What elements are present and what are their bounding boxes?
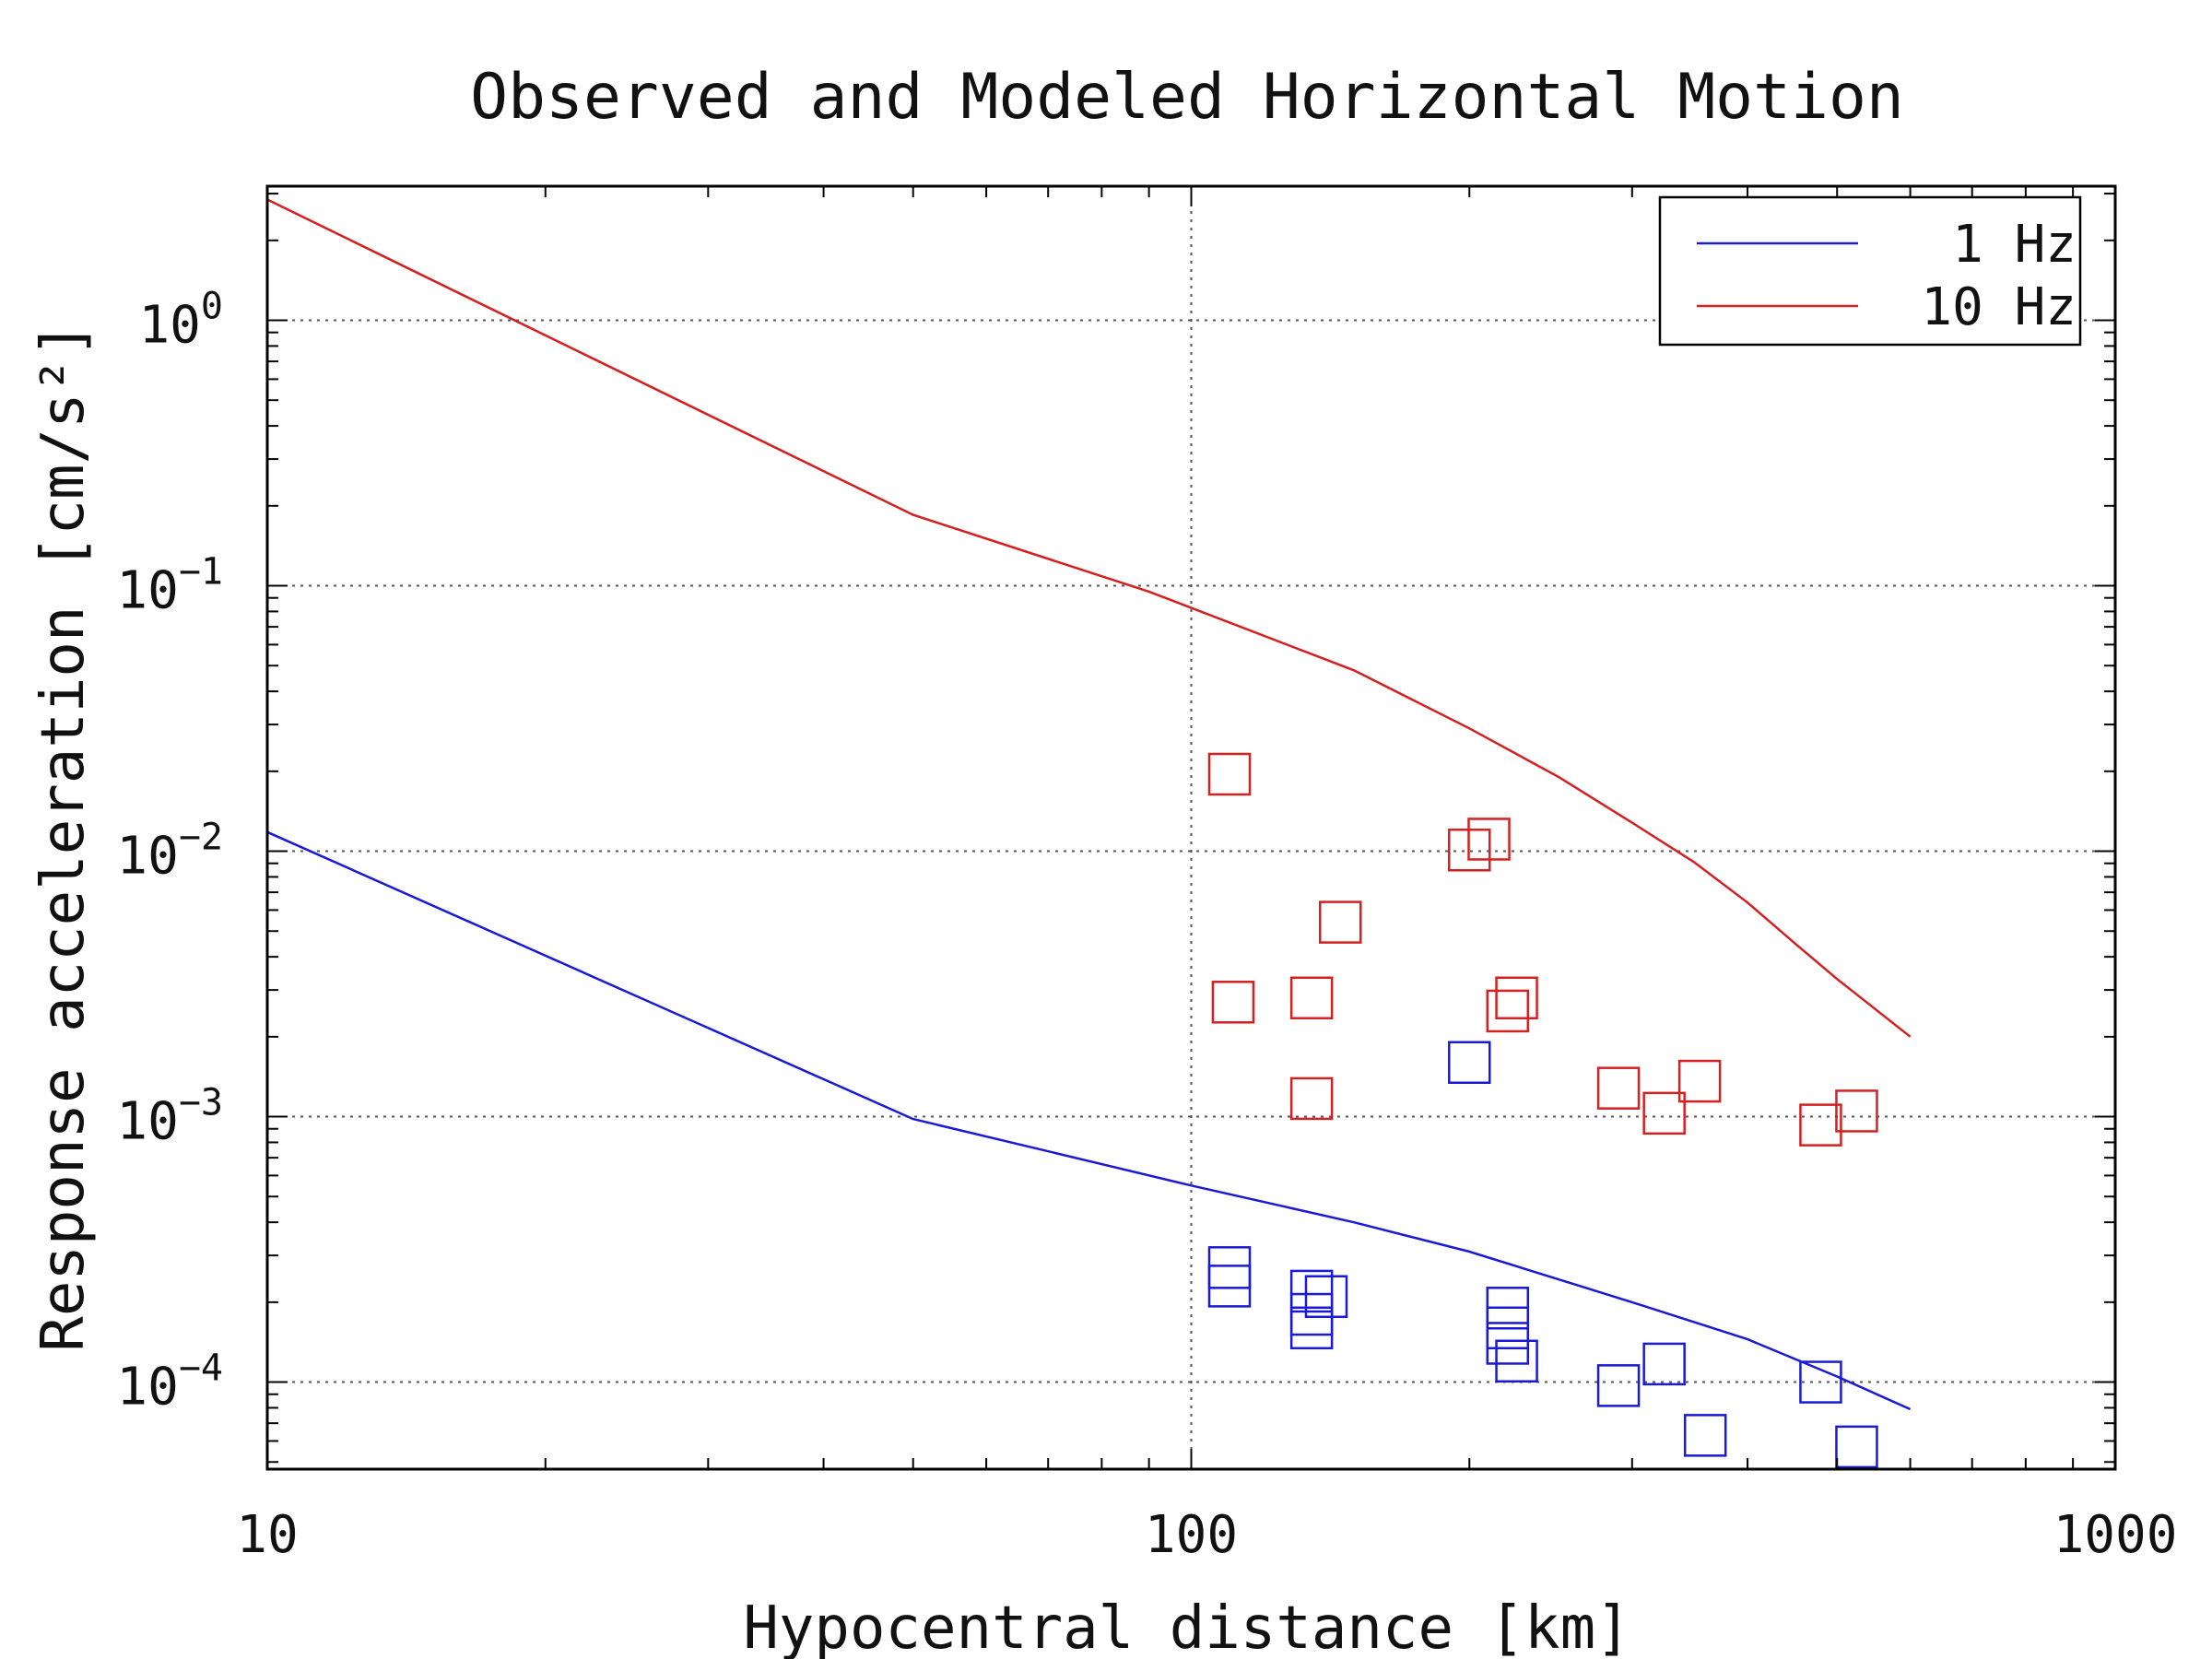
data-point-marker <box>1799 1360 1842 1404</box>
data-point-marker <box>1289 976 1334 1020</box>
data-point-marker <box>1448 1041 1491 1085</box>
data-point-marker <box>1304 1275 1348 1319</box>
data-point-marker <box>1289 1292 1334 1336</box>
data-point-marker <box>1486 989 1530 1033</box>
plot-area <box>266 198 1912 1469</box>
y-tick-label: 10−2 <box>116 817 223 887</box>
data-point-marker <box>1495 976 1538 1020</box>
data-point-marker <box>1207 752 1252 796</box>
x-tick-label: 1000 <box>2053 1505 2178 1565</box>
chart-title: Observed and Modeled Horizontal Motion <box>470 61 1904 134</box>
legend-box <box>1658 195 2082 347</box>
legend-label: 1 Hz <box>1952 215 2077 275</box>
data-point-marker <box>1289 1269 1334 1313</box>
tick-labels: 10 100 1000 100 10−1 10−2 10−3 10−4 <box>116 285 2177 1565</box>
y-tick-label: 10−3 <box>116 1082 223 1152</box>
y-axis-label: Response acceleration [cm/s²] <box>29 322 98 1351</box>
tick-marks <box>266 186 2116 1469</box>
y-tick-label: 100 <box>138 285 223 355</box>
data-point-marker <box>1207 1246 1252 1289</box>
x-axis-label: Hypocentral distance [km] <box>743 1594 1630 1659</box>
y-tick-label: 10−1 <box>116 551 223 621</box>
series-line-10-hz <box>266 198 1912 1038</box>
data-point-marker <box>1642 1091 1686 1135</box>
data-point-marker <box>1835 1089 1878 1133</box>
y-tick-label: 10−4 <box>116 1347 223 1418</box>
data-point-marker <box>1211 981 1255 1024</box>
data-point-marker <box>1319 900 1362 944</box>
series-line-1-hz <box>266 830 1912 1411</box>
legend-label: 10 Hz <box>1921 277 2077 337</box>
data-point-marker <box>1799 1103 1842 1147</box>
data-point-marker <box>1289 1077 1334 1121</box>
data-point-marker <box>1835 1425 1878 1469</box>
data-point-marker <box>1495 1339 1538 1383</box>
data-point-marker <box>1467 818 1511 861</box>
grid-lines <box>267 186 2115 1469</box>
data-point-marker <box>1486 1322 1530 1365</box>
x-tick-label: 10 <box>236 1505 298 1565</box>
data-point-marker <box>1596 1066 1641 1110</box>
data-point-marker <box>1683 1414 1727 1457</box>
data-point-marker <box>1677 1059 1722 1103</box>
data-point-marker <box>1642 1342 1686 1386</box>
x-tick-label: 100 <box>1145 1505 1238 1565</box>
data-point-marker <box>1207 1265 1252 1308</box>
data-point-marker <box>1289 1306 1334 1350</box>
data-point-marker <box>1596 1364 1641 1407</box>
